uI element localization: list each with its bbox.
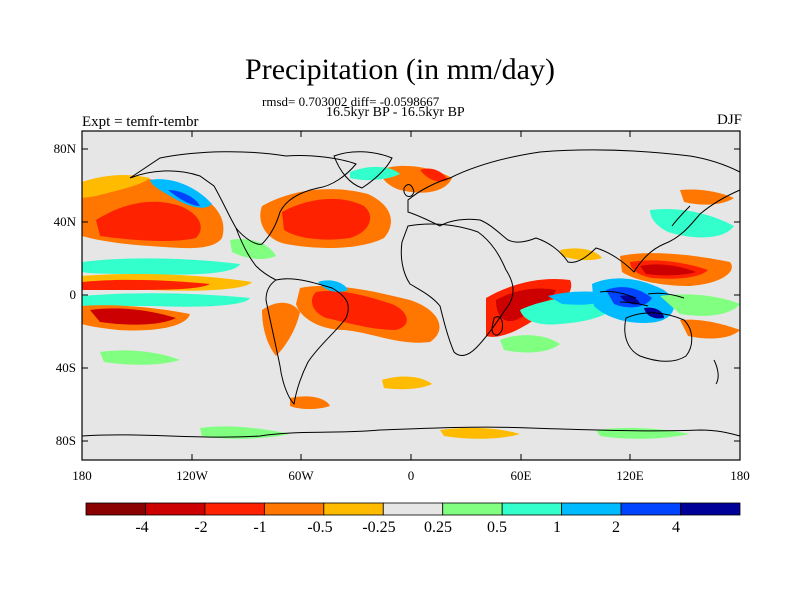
coastline-europe-asia bbox=[407, 149, 741, 273]
anomaly-blob bbox=[90, 308, 176, 325]
anomaly-blob bbox=[311, 290, 407, 330]
coastlines bbox=[81, 149, 741, 438]
axis-ticks bbox=[81, 131, 741, 460]
lon-label-60e: 60E bbox=[510, 468, 532, 483]
anomaly-blob bbox=[500, 335, 560, 353]
lat-label-80n: 80N bbox=[53, 141, 76, 156]
anomaly-blob bbox=[640, 264, 696, 276]
anomaly-blob bbox=[620, 295, 640, 305]
colorbar-tick-label: -2 bbox=[194, 519, 208, 536]
colorbar-tick-label: 1 bbox=[553, 519, 561, 536]
anomaly-blob bbox=[82, 279, 210, 290]
experiment-label: Expt = temfr-tembr bbox=[82, 114, 199, 130]
colorbar-swatch bbox=[204, 502, 265, 516]
lat-label-40s: 40S bbox=[55, 360, 76, 375]
rmsd-diff-stats: rmsd= 0.703002 diff= -0.0598667 bbox=[262, 94, 440, 109]
coastline-africa bbox=[400, 223, 514, 356]
lon-label-180w: 180 bbox=[72, 468, 92, 483]
colorbar-tick-label: -1 bbox=[253, 519, 267, 536]
coastline-greenland bbox=[333, 151, 393, 189]
coastline-south-america bbox=[265, 278, 349, 406]
colorbar-swatch bbox=[382, 502, 444, 516]
anomaly-blob bbox=[262, 302, 300, 356]
coastline-new-zealand bbox=[713, 359, 719, 385]
colorbar-swatch bbox=[501, 502, 563, 516]
anomaly-blob bbox=[350, 166, 400, 181]
anomaly-blob bbox=[96, 201, 201, 242]
anomaly-blob bbox=[100, 350, 180, 365]
lat-label-40n: 40N bbox=[53, 214, 76, 229]
colorbar-tick-label: 0.25 bbox=[424, 519, 452, 536]
period-label: 16.5kyr BP - 16.5kyr BP bbox=[326, 105, 465, 120]
colorbar-swatch bbox=[145, 502, 206, 516]
coastline-north-america bbox=[129, 151, 357, 245]
colorbar-tick-label: -0.5 bbox=[307, 519, 333, 536]
colorbar-swatch bbox=[620, 502, 681, 516]
lon-label-120w: 120W bbox=[176, 468, 208, 483]
anomaly-blob bbox=[82, 175, 150, 198]
lat-label-0: 0 bbox=[69, 287, 77, 302]
coastline-madagascar bbox=[491, 316, 503, 336]
colorbar-tick-label: 4 bbox=[672, 519, 680, 536]
coastline-uk bbox=[403, 184, 415, 197]
anomaly-blob bbox=[660, 294, 740, 316]
anomaly-blob bbox=[560, 248, 602, 261]
anomaly-blob bbox=[382, 376, 432, 390]
coastline-japan bbox=[671, 205, 691, 227]
anomaly-blob bbox=[282, 198, 371, 240]
colorbar-swatch bbox=[263, 502, 325, 516]
colorbar-tick-label: 2 bbox=[612, 519, 620, 536]
lon-label-0: 0 bbox=[407, 468, 415, 483]
colorbar-swatch bbox=[561, 502, 622, 516]
colorbar-swatch bbox=[85, 502, 146, 516]
anomaly-blob bbox=[290, 396, 330, 409]
anomaly-blob bbox=[680, 319, 740, 339]
anomaly-blob bbox=[318, 280, 348, 292]
anomaly-blob bbox=[168, 190, 200, 206]
season-label: DJF bbox=[716, 112, 742, 128]
colorbar-tick-label: 0.5 bbox=[487, 519, 507, 536]
anomaly-blob bbox=[230, 238, 276, 259]
colorbar bbox=[85, 502, 741, 516]
anomaly-blob bbox=[82, 293, 250, 307]
precip-anomaly-field bbox=[82, 165, 740, 439]
anomaly-blob bbox=[496, 288, 556, 322]
plot-title: Precipitation (in mm/day) bbox=[245, 53, 555, 86]
lon-label-120e: 120E bbox=[616, 468, 644, 483]
colorbar-swatch bbox=[323, 502, 384, 516]
anomaly-blob bbox=[200, 426, 290, 439]
colorbar-tick-label: -0.25 bbox=[362, 519, 396, 536]
coastline-central-america bbox=[235, 227, 277, 281]
colorbar-swatch bbox=[442, 502, 503, 516]
anomaly-blob bbox=[82, 258, 240, 275]
lon-label-60w: 60W bbox=[288, 468, 314, 483]
coastline-indonesia bbox=[599, 291, 685, 307]
coastline-antarctica bbox=[81, 426, 741, 438]
colorbar-swatch bbox=[680, 502, 741, 516]
colorbar-tick-label: -4 bbox=[135, 519, 149, 536]
lat-label-80s: 80S bbox=[55, 433, 76, 448]
anomaly-blob bbox=[440, 427, 520, 439]
anomaly-blob bbox=[420, 168, 448, 182]
coastline-australia bbox=[624, 312, 693, 362]
lon-label-180e: 180 bbox=[730, 468, 750, 483]
anomaly-blob bbox=[680, 189, 734, 205]
